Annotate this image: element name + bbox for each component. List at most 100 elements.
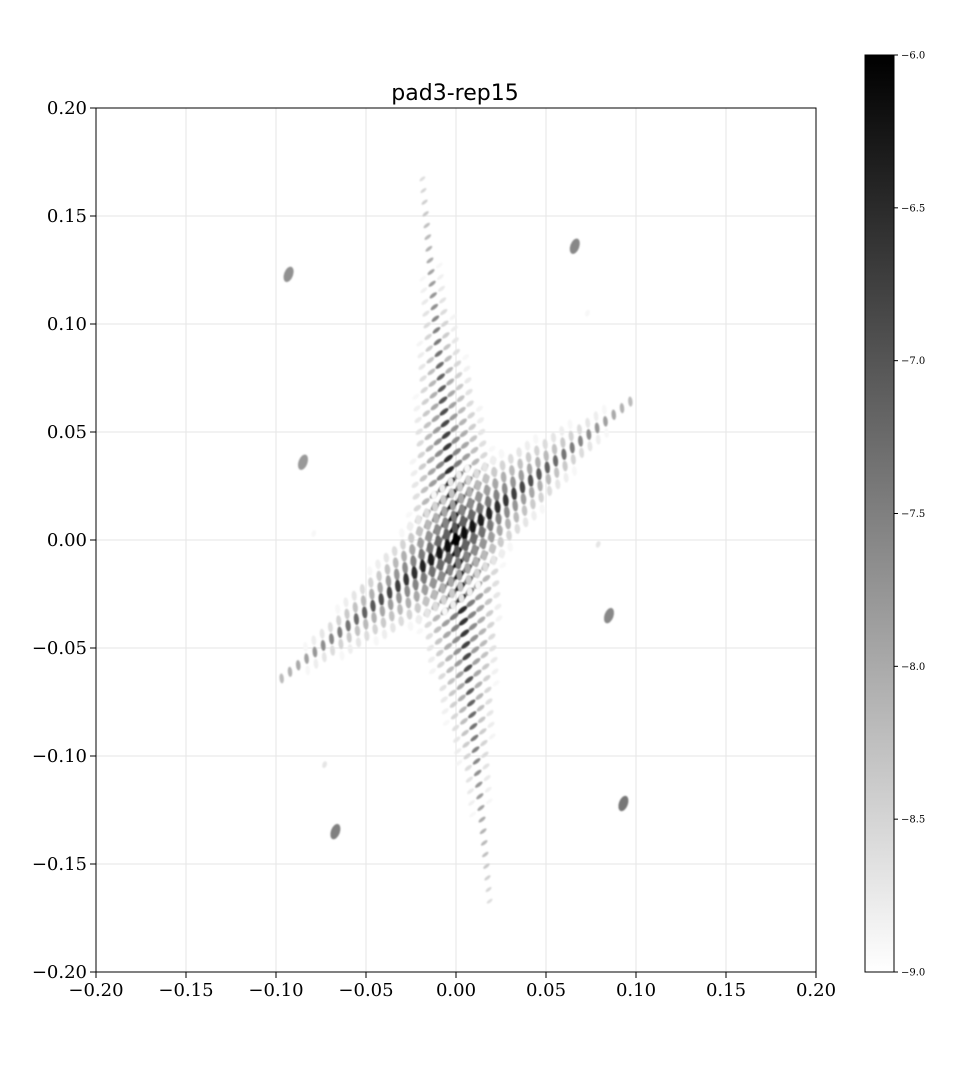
fringe-blob-steep-263 (494, 603, 502, 610)
fringe-blob-shallow-540 (507, 542, 514, 552)
fringe-blob-shallow-422 (407, 621, 414, 631)
fringe-blob-shallow-469 (447, 575, 455, 588)
fringe-blob-steep-249 (450, 624, 460, 632)
fringe-blob-shallow-369 (338, 638, 344, 650)
fringe-blob-shallow-587 (570, 454, 576, 465)
fringe-blob-shallow-439 (423, 595, 430, 607)
fringe-blob-shallow-594 (587, 441, 593, 452)
fringe-blob-steep-284 (472, 657, 481, 666)
fringe-blob-shallow-586 (569, 441, 575, 454)
fringe-blob-shallow-432 (415, 514, 422, 525)
fringe-blob-steep-122 (471, 458, 480, 466)
y-tick-label-7: −0.15 (32, 854, 87, 875)
fringe-blob-steep-246 (426, 644, 435, 652)
colorbar-ticks: −6.0 −6.5 −7.0 −7.5 −8.0 −8.5 −9.0 (894, 51, 925, 979)
fringe-blob-steep-77 (466, 400, 474, 407)
fringe-blob-shallow-375 (347, 643, 353, 655)
fringe-blob-shallow-410 (395, 579, 401, 593)
fringe-blob-shallow-380 (355, 637, 362, 648)
fringe-blob-steep-236 (499, 562, 507, 569)
fringe-blob-shallow-408 (392, 557, 399, 569)
fringe-blob-steep-305 (475, 693, 484, 700)
chart-title: pad3-rep15 (391, 81, 518, 106)
fringe-blob-shallow-557 (526, 463, 533, 475)
fringe-blob-steep-47 (445, 366, 454, 374)
fringe-blob-steep-63 (464, 377, 472, 384)
fringe-blob-shallow-477 (452, 532, 460, 548)
x-axis-ticks: −0.20 −0.15 −0.10 −0.05 0.00 0.05 0.10 0.15 0.20 (68, 972, 836, 1001)
fringe-blob-steep-320 (470, 734, 479, 742)
fringe-blob-shallow-459 (440, 594, 447, 605)
fringe-blob-steep-104 (477, 428, 486, 436)
fringe-blob-shallow-551 (519, 480, 526, 494)
fringe-blob-shallow-496 (466, 486, 473, 498)
fringe-blob-steep-330 (481, 751, 489, 758)
fringe-blob-steep-248 (442, 631, 452, 639)
fringe-blob-steep-289 (456, 682, 465, 690)
fringe-blob-shallow-542 (509, 464, 515, 477)
fringe-blob-steep-49 (462, 354, 470, 361)
x-tick-label-1: −0.15 (158, 980, 213, 1001)
spot-7 (322, 761, 327, 769)
fringe-blob-shallow-530 (497, 536, 504, 548)
fringe-blob-steep-90 (434, 449, 444, 458)
fringe-blob-steep-108 (436, 472, 446, 481)
colorbar-gradient (864, 54, 895, 973)
fringe-blob-steep-48 (453, 360, 462, 367)
fringe-blob-shallow-590 (578, 435, 584, 447)
fringe-blob-shallow-565 (536, 467, 542, 481)
colorbar-tick-label-0: −6.0 (901, 51, 925, 62)
fringe-blob-steep-301 (442, 719, 450, 726)
fringe-blob-steep-21 (431, 315, 440, 322)
fringe-blob-shallow-424 (408, 532, 415, 544)
fringe-blob-steep-72 (424, 433, 433, 441)
fringe-blob-shallow-445 (428, 552, 435, 567)
fringe-blob-shallow-461 (439, 483, 446, 493)
fringe-blob-shallow-474 (449, 499, 456, 511)
fringe-blob-steep-124 (488, 445, 496, 452)
fringe-blob-shallow-464 (442, 517, 449, 530)
fringe-blob-shallow-387 (368, 577, 374, 588)
fringe-blob-shallow-466 (444, 539, 451, 554)
fringe-blob-shallow-596 (594, 422, 600, 434)
fringe-blob-steep-84 (458, 418, 467, 426)
fringe-blob-shallow-455 (436, 546, 443, 561)
fringe-blob-shallow-564 (535, 456, 541, 469)
fringe-blob-shallow-581 (561, 448, 567, 461)
fringe-blob-shallow-538 (505, 518, 511, 530)
fringe-blob-shallow-372 (344, 608, 350, 620)
fringe-blob-steep-66 (431, 414, 440, 423)
fringe-blob-shallow-384 (363, 618, 369, 630)
fringe-blob-steep-323 (455, 759, 463, 766)
diffraction-spots (283, 238, 629, 840)
fringe-blob-shallow-515 (482, 473, 489, 485)
fringe-blob-shallow-468 (446, 563, 453, 576)
fringe-blob-shallow-485 (457, 492, 465, 505)
fringe-blob-shallow-454 (435, 535, 442, 549)
fringe-blob-shallow-521 (489, 543, 496, 554)
fringe-blob-shallow-593 (586, 429, 592, 441)
fringe-blob-steep-80 (425, 444, 434, 452)
fringe-blob-shallow-492 (465, 574, 472, 586)
fringe-blob-steep-96 (411, 481, 419, 489)
fringe-blob-steep-317 (486, 710, 494, 717)
fringe-blob-steep-275 (454, 659, 463, 667)
fringe-blob-shallow-395 (377, 581, 383, 594)
fringe-blob-shallow-584 (567, 419, 573, 430)
fringe-blob-shallow-550 (518, 469, 525, 482)
fringe-blob-shallow-602 (619, 403, 625, 414)
fringe-blob-shallow-510 (478, 525, 486, 539)
fringe-blob-shallow-364 (328, 633, 334, 645)
fringe-blob-shallow-595 (593, 411, 599, 422)
fringe-blob-steep-76 (457, 406, 466, 414)
fringe-blob-steep-345 (480, 840, 488, 846)
fringe-blob-steep-17 (422, 310, 430, 317)
fringe-blob-steep-343 (478, 816, 486, 823)
fringe-blob-shallow-388 (369, 588, 375, 600)
fringe-blob-shallow-488 (461, 526, 468, 541)
y-tick-label-4: 0.00 (47, 530, 87, 551)
fringe-blob-steep-37 (451, 337, 459, 344)
y-tick-label-1: 0.15 (47, 206, 87, 227)
fringe-blob-shallow-522 (490, 555, 497, 566)
fringe-blob-steep-41 (444, 355, 452, 363)
